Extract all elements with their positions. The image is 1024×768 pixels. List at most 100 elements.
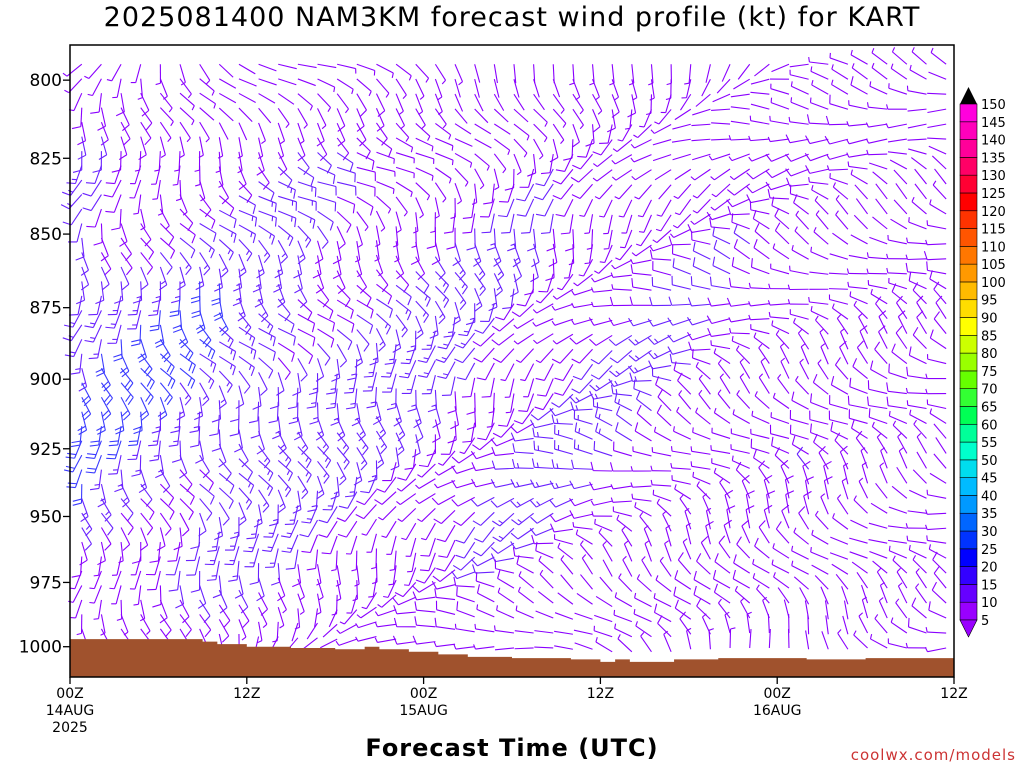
wind-barb-feather <box>71 126 81 130</box>
wind-barb-staff <box>504 363 515 381</box>
wind-barb-feather <box>351 373 357 376</box>
wind-barb-staff <box>98 93 102 113</box>
wind-barb-staff <box>395 329 402 349</box>
wind-barb-feather <box>748 135 751 141</box>
wind-barb-feather <box>622 555 627 561</box>
wind-barb-staff <box>907 540 927 544</box>
wind-barb-staff <box>811 534 829 545</box>
wind-barb-feather <box>180 341 189 349</box>
wind-barb-staff <box>569 214 574 234</box>
wind-barb-staff <box>156 426 161 446</box>
wind-barb-feather <box>314 187 317 197</box>
wind-barb-staff <box>258 225 275 237</box>
credit-link[interactable]: coolwx.com/models <box>850 746 1016 764</box>
wind-barb-staff <box>389 358 397 378</box>
wind-barb-staff <box>316 417 325 436</box>
wind-barb-feather <box>479 285 484 290</box>
wind-barb-feather <box>630 157 635 163</box>
wind-barb-feather <box>374 611 379 617</box>
wind-barb-staff <box>454 108 468 124</box>
wind-barb-feather <box>869 633 873 640</box>
wind-barb-staff <box>375 240 380 260</box>
wind-barb-staff <box>317 108 327 126</box>
wind-barb-staff <box>140 92 150 111</box>
wind-barb-staff <box>428 537 436 557</box>
wind-barb-feather <box>906 237 909 243</box>
wind-barb-staff <box>159 469 171 487</box>
wind-barb-feather <box>826 154 831 160</box>
wind-barb-staff <box>673 369 692 380</box>
wind-barb-staff <box>368 474 377 493</box>
wind-barb-staff <box>815 514 829 530</box>
wind-barb-staff <box>898 450 908 469</box>
wind-barb-staff <box>871 52 888 65</box>
x-tick-label: 00Z <box>56 686 83 702</box>
wind-barb-staff <box>837 632 849 650</box>
wind-barb-staff <box>714 591 731 604</box>
colorbar-segment <box>959 281 978 301</box>
wind-barb-feather <box>663 630 669 635</box>
wind-barb-staff <box>434 63 447 81</box>
wind-barb-staff <box>616 414 633 427</box>
wind-barb-feather <box>434 588 437 598</box>
wind-barb-staff <box>603 199 613 218</box>
wind-barb-feather <box>608 338 617 346</box>
wind-barb-feather <box>321 124 327 130</box>
wind-barb-staff <box>395 403 402 422</box>
colorbar-segment <box>959 210 978 229</box>
wind-barb-feather <box>929 270 933 280</box>
wind-barb-feather <box>513 420 523 425</box>
wind-barb-staff <box>593 319 613 326</box>
wind-barb-feather <box>804 152 811 161</box>
wind-barb-feather <box>168 497 175 506</box>
wind-barb-feather <box>713 348 717 354</box>
wind-barb-feather <box>696 597 702 607</box>
wind-barb-feather <box>572 375 582 381</box>
wind-barb-feather <box>337 125 346 132</box>
wind-barb-feather <box>539 569 544 575</box>
wind-barb-feather <box>915 583 920 588</box>
wind-barb-staff <box>875 303 888 320</box>
wind-barb-staff <box>746 614 751 634</box>
wind-barb-staff <box>516 422 534 434</box>
wind-barb-staff <box>549 213 554 233</box>
wind-barb-staff <box>213 546 220 565</box>
wind-barb-staff <box>179 367 196 381</box>
wind-barb-feather <box>150 324 160 328</box>
wind-barb-feather <box>218 461 227 468</box>
wind-barb-feather <box>551 402 560 408</box>
wind-barb-feather <box>233 531 240 534</box>
wind-barb-staff <box>868 404 888 410</box>
wind-barb-feather <box>322 299 330 308</box>
wind-barb-feather <box>608 378 615 387</box>
wind-barb-feather <box>315 434 324 441</box>
wind-barb-staff <box>199 512 207 532</box>
wind-barb-staff <box>297 343 313 357</box>
wind-barb-staff <box>588 214 594 234</box>
wind-barb-staff <box>671 450 691 455</box>
wind-barb-staff <box>258 489 270 507</box>
wind-barb-feather <box>552 179 562 185</box>
wind-barb-feather <box>170 250 176 259</box>
wind-barb-feather <box>549 408 556 417</box>
wind-barb-staff <box>140 121 152 139</box>
wind-barb-staff <box>316 255 322 275</box>
colorbar-tick-label: 75 <box>981 365 998 380</box>
wind-barb-staff <box>895 183 908 200</box>
wind-barb-feather <box>426 452 436 457</box>
wind-barb-staff <box>790 433 809 440</box>
wind-barb-feather <box>695 361 699 367</box>
wind-barb-staff <box>793 202 809 215</box>
wind-barb-staff <box>708 630 711 650</box>
wind-barb-feather <box>913 419 917 425</box>
wind-barb-staff <box>277 166 293 181</box>
wind-barb-staff <box>140 614 151 632</box>
wind-barb-staff <box>694 168 711 181</box>
wind-barb-feather <box>121 410 129 418</box>
wind-barb-feather <box>733 224 738 234</box>
wind-barb-staff <box>934 168 947 185</box>
wind-barb-feather <box>424 295 428 301</box>
wind-barb-feather <box>345 495 355 498</box>
wind-barb-feather <box>478 270 484 276</box>
wind-barb-feather <box>852 358 858 367</box>
